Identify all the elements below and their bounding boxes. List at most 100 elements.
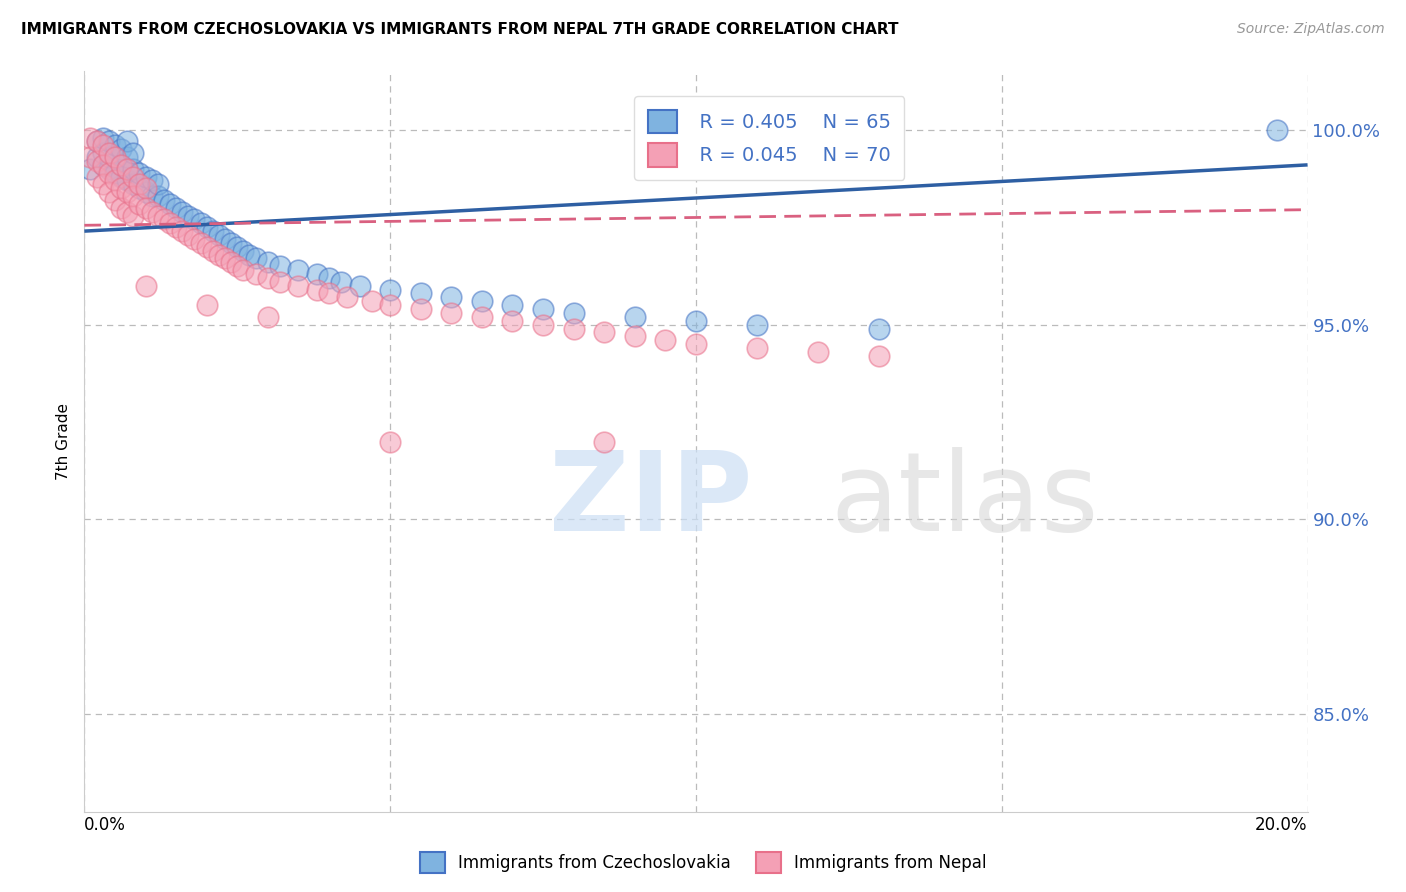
Point — [86, 169, 108, 184]
Point — [177, 227, 200, 242]
Point — [110, 201, 132, 215]
Point — [122, 146, 145, 161]
Point — [245, 252, 267, 266]
Point — [135, 201, 157, 215]
Point — [153, 212, 176, 227]
Point — [245, 267, 267, 281]
Point — [110, 142, 132, 156]
Point — [115, 173, 138, 187]
Point — [219, 235, 242, 250]
Point — [177, 209, 200, 223]
Point — [562, 306, 585, 320]
Point — [153, 193, 176, 207]
Point — [318, 271, 340, 285]
Point — [91, 146, 114, 161]
Point — [172, 224, 194, 238]
Point — [269, 259, 291, 273]
Point — [122, 189, 145, 203]
Point — [269, 275, 291, 289]
Point — [624, 310, 647, 324]
Point — [440, 290, 463, 304]
Point — [190, 216, 212, 230]
Point — [159, 216, 181, 230]
Point — [183, 232, 205, 246]
Point — [104, 173, 127, 187]
Point — [330, 275, 353, 289]
Point — [115, 185, 138, 199]
Point — [318, 286, 340, 301]
Point — [141, 189, 163, 203]
Text: atlas: atlas — [831, 447, 1099, 554]
Text: ZIP: ZIP — [550, 447, 752, 554]
Point — [135, 169, 157, 184]
Point — [654, 333, 676, 347]
Point — [807, 345, 830, 359]
Point — [115, 150, 138, 164]
Point — [685, 337, 707, 351]
Point — [128, 197, 150, 211]
Point — [232, 244, 254, 258]
Point — [115, 204, 138, 219]
Point — [159, 197, 181, 211]
Point — [257, 310, 280, 324]
Point — [305, 283, 328, 297]
Point — [104, 150, 127, 164]
Point — [146, 178, 169, 192]
Point — [195, 298, 218, 312]
Point — [226, 240, 249, 254]
Point — [91, 138, 114, 153]
Point — [195, 220, 218, 235]
Point — [287, 263, 309, 277]
Point — [201, 244, 224, 258]
Point — [135, 181, 157, 195]
Point — [110, 158, 132, 172]
Point — [122, 209, 145, 223]
Point — [502, 298, 524, 312]
Point — [747, 318, 769, 332]
Point — [97, 166, 120, 180]
Point — [128, 181, 150, 195]
Point — [122, 178, 145, 192]
Point — [104, 150, 127, 164]
Point — [380, 283, 402, 297]
Y-axis label: 7th Grade: 7th Grade — [56, 403, 72, 480]
Point — [97, 135, 120, 149]
Point — [471, 294, 494, 309]
Point — [238, 247, 260, 261]
Point — [685, 314, 707, 328]
Point — [122, 161, 145, 176]
Point — [349, 278, 371, 293]
Point — [214, 252, 236, 266]
Text: IMMIGRANTS FROM CZECHOSLOVAKIA VS IMMIGRANTS FROM NEPAL 7TH GRADE CORRELATION CH: IMMIGRANTS FROM CZECHOSLOVAKIA VS IMMIGR… — [21, 22, 898, 37]
Point — [440, 306, 463, 320]
Point — [128, 178, 150, 192]
Point — [86, 135, 108, 149]
Point — [257, 255, 280, 269]
Point — [104, 138, 127, 153]
Point — [104, 166, 127, 180]
Point — [104, 193, 127, 207]
Point — [360, 294, 382, 309]
Point — [562, 321, 585, 335]
Point — [97, 146, 120, 161]
Point — [471, 310, 494, 324]
Point — [97, 150, 120, 164]
Point — [380, 298, 402, 312]
Point — [172, 204, 194, 219]
Point — [183, 212, 205, 227]
Point — [219, 255, 242, 269]
Point — [336, 290, 359, 304]
Point — [141, 173, 163, 187]
Point — [747, 341, 769, 355]
Point — [146, 189, 169, 203]
Point — [91, 178, 114, 192]
Point — [91, 130, 114, 145]
Point — [110, 169, 132, 184]
Point — [190, 235, 212, 250]
Text: Source: ZipAtlas.com: Source: ZipAtlas.com — [1237, 22, 1385, 37]
Point — [86, 135, 108, 149]
Point — [165, 220, 187, 235]
Point — [502, 314, 524, 328]
Point — [97, 161, 120, 176]
Point — [165, 201, 187, 215]
